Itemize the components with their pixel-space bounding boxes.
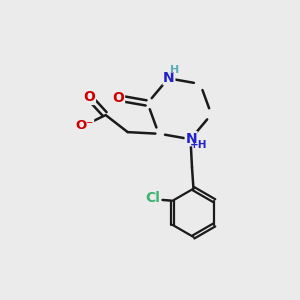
Text: O: O — [112, 91, 124, 105]
Text: N: N — [185, 132, 197, 145]
Text: +H: +H — [190, 140, 208, 149]
Text: O⁻: O⁻ — [75, 119, 94, 132]
Text: Cl: Cl — [146, 191, 160, 205]
Text: N: N — [163, 71, 175, 85]
Text: O: O — [83, 90, 95, 104]
Text: H: H — [170, 64, 179, 74]
